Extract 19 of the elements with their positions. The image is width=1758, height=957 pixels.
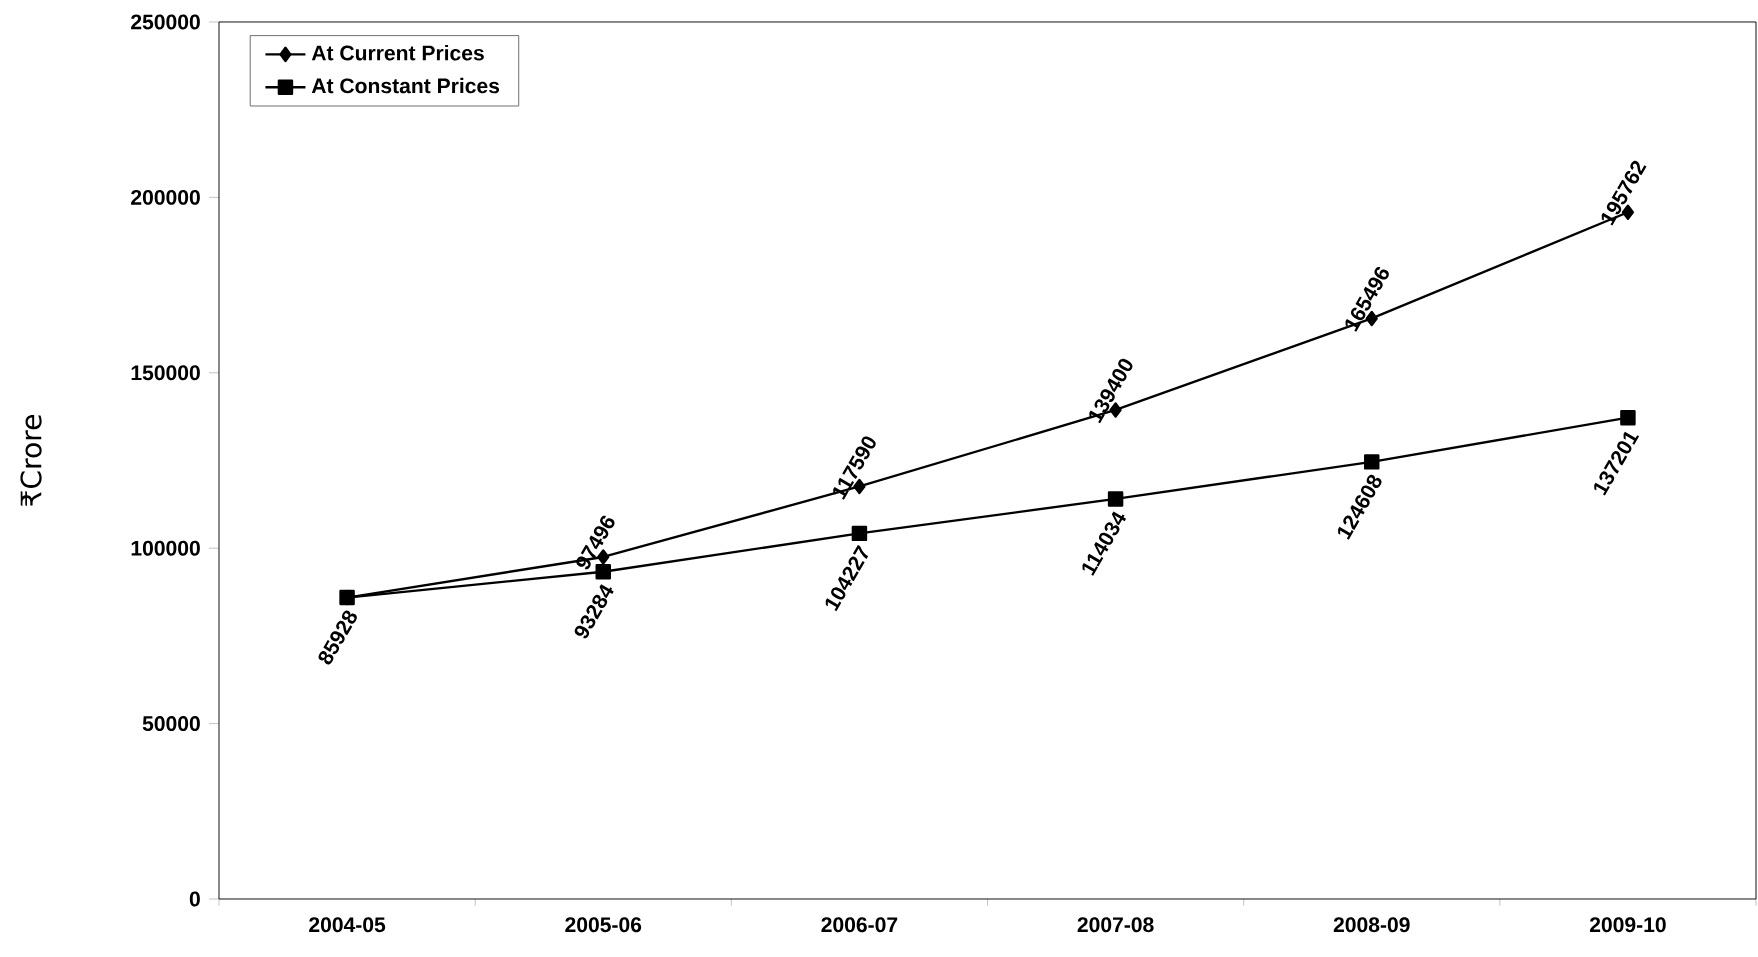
y-tick-label: 50000 [142,716,200,732]
x-tick-label: 2005-06 [565,917,642,933]
point [1620,409,1636,426]
y-tick-label: 200000 [131,189,200,205]
x-tick-label: 2008-09 [1333,917,1410,933]
y-tick-label: 100000 [131,540,200,556]
x-tick-label: 2006-07 [821,917,898,933]
y-tick-label: 250000 [131,14,200,30]
x-tick-label: 2007-08 [1077,917,1154,933]
x-tick-label: 2004-05 [309,917,386,933]
point [1107,491,1124,507]
point [851,525,868,542]
point [1364,454,1380,470]
legend-label: At Constant Prices [311,77,500,94]
legend-label: At Current Prices [311,44,484,61]
y-axis-title: ₹Crore [20,415,42,506]
x-tick-label: 2009-10 [1589,917,1666,933]
y-tick-label: 150000 [131,365,200,381]
y-tick-label: 0 [189,891,200,907]
